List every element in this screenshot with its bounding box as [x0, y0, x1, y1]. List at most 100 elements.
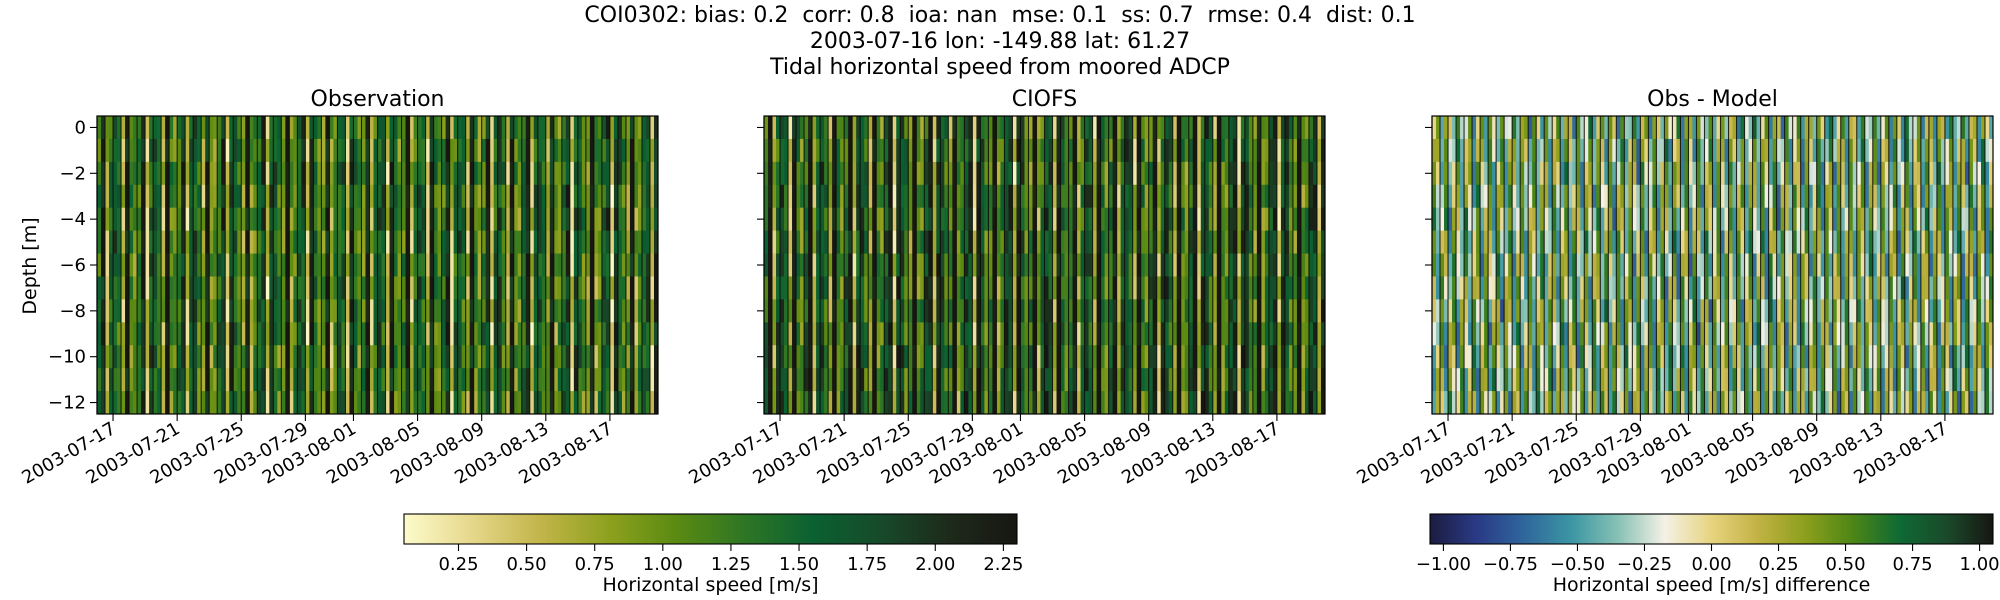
heatmap-cell [629, 253, 635, 277]
heatmap-cell [788, 322, 793, 346]
heatmap-cell [1132, 138, 1138, 163]
heatmap-cell [1500, 368, 1505, 392]
heatmap-cell [1568, 138, 1573, 163]
heatmap-cell [1028, 322, 1033, 346]
heatmap-cell [1764, 207, 1769, 232]
heatmap-cell [417, 161, 422, 186]
heatmap-cell [1748, 184, 1753, 209]
heatmap-cell [133, 161, 138, 186]
heatmap-cell [401, 184, 406, 209]
heatmap-cell [1468, 299, 1473, 323]
heatmap-cell [541, 322, 547, 346]
heatmap-cell [1028, 391, 1033, 415]
heatmap-cell [513, 345, 519, 369]
heatmap-cell [1280, 276, 1286, 300]
heatmap-cell [1040, 299, 1045, 323]
heatmap-cell [1628, 116, 1633, 140]
heatmap-cell [924, 253, 929, 277]
heatmap-cell [1272, 230, 1278, 255]
heatmap-cell [165, 230, 170, 255]
heatmap-cell [609, 161, 615, 186]
heatmap-cell [461, 138, 467, 163]
heatmap-cell [145, 184, 150, 209]
heatmap-cell [1044, 322, 1049, 346]
heatmap-cell [1268, 207, 1274, 232]
heatmap-cell [896, 345, 901, 369]
heatmap-cell [992, 253, 997, 277]
heatmap-cell [952, 161, 957, 186]
heatmap-cell [313, 138, 318, 163]
heatmap-cell [1316, 276, 1322, 300]
heatmap-cell [1136, 322, 1142, 346]
heatmap-cell [425, 207, 430, 232]
heatmap-cell [1520, 299, 1525, 323]
heatmap-cell [1732, 345, 1737, 369]
heatmap-cell [249, 253, 254, 277]
heatmap-cell [888, 184, 893, 209]
heatmap-cell [1200, 184, 1206, 209]
heatmap-cell [1064, 368, 1069, 392]
heatmap-cell [900, 345, 905, 369]
heatmap-cell [217, 138, 222, 163]
heatmap-cell [649, 368, 655, 392]
heatmap-cell [1624, 276, 1629, 300]
heatmap-cell [233, 322, 238, 346]
heatmap-cell [1140, 345, 1146, 369]
heatmap-cell [1660, 138, 1665, 163]
heatmap-cell [1692, 391, 1697, 415]
heatmap-cell [1292, 184, 1298, 209]
heatmap-cell [113, 138, 118, 163]
heatmap-cell [1184, 391, 1190, 415]
heatmap-cell [573, 207, 579, 232]
heatmap-cell [768, 345, 773, 369]
heatmap-cell [868, 184, 873, 209]
heatmap-cell [1568, 161, 1573, 186]
heatmap-cell [1560, 299, 1565, 323]
heatmap-cell [633, 116, 639, 140]
heatmap-cell [257, 276, 262, 300]
heatmap-cell [1148, 230, 1154, 255]
heatmap-cell [968, 184, 973, 209]
heatmap-cell [1568, 276, 1573, 300]
heatmap-cell [289, 322, 294, 346]
heatmap-cell [884, 184, 889, 209]
heatmap-cell [405, 253, 410, 277]
heatmap-cell [944, 207, 949, 232]
heatmap-cell [1448, 184, 1453, 209]
heatmap-cell [253, 253, 258, 277]
heatmap-cell [820, 253, 825, 277]
heatmap-cell [1548, 322, 1553, 346]
heatmap-cell [225, 345, 230, 369]
heatmap-cell [217, 161, 222, 186]
heatmap-cell [429, 368, 434, 392]
heatmap-cell [301, 253, 306, 277]
heatmap-cell [229, 230, 234, 255]
heatmap-cell [641, 345, 647, 369]
heatmap-cell [541, 230, 547, 255]
heatmap-cell [605, 161, 611, 186]
heatmap-cell [1068, 230, 1073, 255]
heatmap-cell [1228, 345, 1234, 369]
heatmap-cell [940, 184, 945, 209]
heatmap-cell [601, 138, 607, 163]
heatmap-cell [924, 391, 929, 415]
heatmap-cell [341, 253, 346, 277]
heatmap-cell [1664, 253, 1669, 277]
heatmap-cell [1124, 253, 1130, 277]
heatmap-cell [896, 322, 901, 346]
heatmap-cell [1628, 368, 1633, 392]
heatmap-cell [261, 138, 266, 163]
heatmap-cell [780, 253, 785, 277]
heatmap-cell [145, 345, 150, 369]
heatmap-cell [365, 391, 370, 415]
heatmap-cell [824, 322, 829, 346]
heatmap-cell [541, 299, 547, 323]
heatmap-cell [357, 345, 362, 369]
heatmap-cell [1648, 116, 1653, 140]
heatmap-cell [1120, 184, 1126, 209]
heatmap-cell [796, 345, 801, 369]
heatmap-cell [1592, 253, 1597, 277]
heatmap-cell [609, 230, 615, 255]
heatmap-cell [1764, 161, 1769, 186]
heatmap-cell [1064, 391, 1069, 415]
